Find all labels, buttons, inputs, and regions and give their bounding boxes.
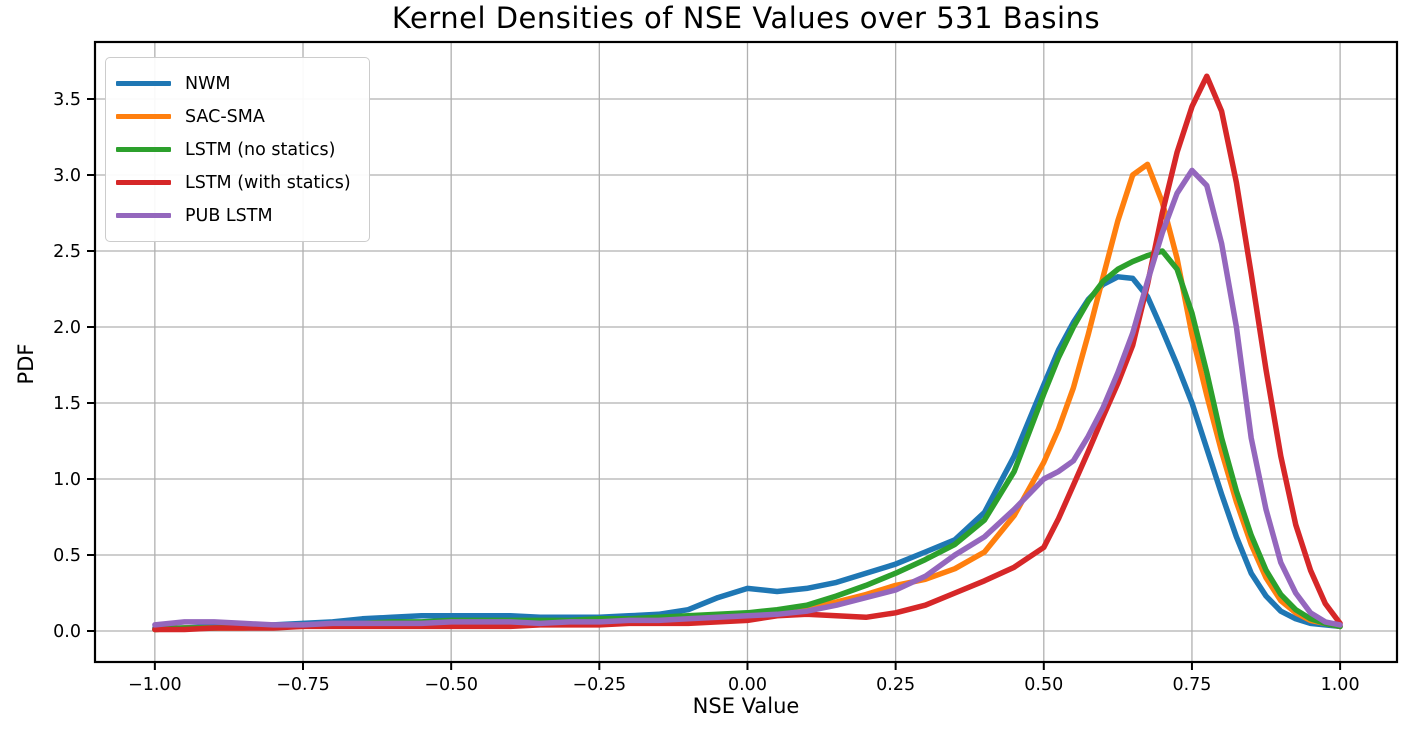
kde-curve-pub-lstm [152, 167, 1343, 628]
x-tick-label: −0.50 [424, 675, 478, 695]
y-tick-label: 1.5 [53, 394, 81, 414]
x-tick-label: 0.00 [728, 675, 767, 695]
x-tick-label: 0.75 [1172, 675, 1211, 695]
y-tick-label: 0.5 [53, 546, 81, 566]
sac-sma-line-swatch [116, 114, 171, 119]
y-tick-label: 2.5 [53, 242, 81, 262]
y-tick-label: 3.5 [53, 90, 81, 110]
lstm-with-statics-line-swatch [116, 180, 171, 185]
y-axis-label: PDF [14, 343, 38, 385]
kde-curves [152, 73, 1343, 633]
legend-label: NWM [185, 73, 231, 94]
legend-item-sac-sma: SAC-SMA [116, 100, 351, 133]
legend-item-lstm-with-statics: LSTM (with statics) [116, 166, 351, 199]
x-tick-label: 0.50 [1024, 675, 1063, 695]
kde-curve-nwm [152, 274, 1343, 631]
legend: NWM SAC-SMA LSTM (no statics) LSTM (with… [105, 57, 370, 242]
nwm-line-swatch [116, 81, 171, 86]
legend-label: LSTM (with statics) [185, 172, 351, 193]
x-tick-label: 1.00 [1321, 675, 1360, 695]
pub-lstm-line-swatch [116, 213, 171, 218]
y-tick-label: 1.0 [53, 470, 81, 490]
x-tick-label: −0.75 [276, 675, 330, 695]
x-tick-label: 0.25 [876, 675, 915, 695]
gridlines [95, 42, 1397, 662]
lstm-no-statics-line-swatch [116, 147, 171, 152]
chart-title: Kernel Densities of NSE Values over 531 … [391, 1, 1101, 35]
axis-ticks [87, 97, 1342, 670]
legend-label: PUB LSTM [185, 205, 273, 226]
x-axis-label: NSE Value [692, 694, 800, 718]
legend-item-pub-lstm: PUB LSTM [116, 199, 351, 232]
y-tick-label: 0.0 [53, 622, 81, 642]
legend-item-lstm-no-statics: LSTM (no statics) [116, 133, 351, 166]
kde-curve-lstm-with-statics [152, 73, 1343, 633]
y-tick-label: 3.0 [53, 166, 81, 186]
y-tick-label: 2.0 [53, 318, 81, 338]
plot-border [93, 40, 1399, 664]
x-tick-label: −1.00 [128, 675, 182, 695]
tick-labels: −1.00 −0.75 −0.50 −0.25 0.00 0.25 0.50 0.75 1.00… [53, 90, 1359, 695]
legend-label: SAC-SMA [185, 106, 265, 127]
legend-item-nwm: NWM [116, 67, 351, 100]
x-tick-label: −0.25 [573, 675, 627, 695]
legend-label: LSTM (no statics) [185, 139, 336, 160]
